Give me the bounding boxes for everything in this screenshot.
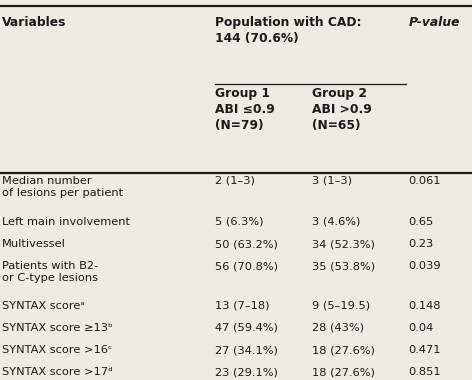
- Text: 0.061: 0.061: [408, 176, 441, 186]
- Text: 56 (70.8%): 56 (70.8%): [215, 261, 278, 271]
- Text: 23 (29.1%): 23 (29.1%): [215, 367, 278, 377]
- Text: Variables: Variables: [2, 16, 67, 29]
- Text: Patients with B2-
or C-type lesions: Patients with B2- or C-type lesions: [2, 261, 99, 283]
- Text: 3 (4.6%): 3 (4.6%): [312, 217, 360, 227]
- Text: 3 (1–3): 3 (1–3): [312, 176, 352, 186]
- Text: Left main involvement: Left main involvement: [2, 217, 130, 227]
- Text: 2 (1–3): 2 (1–3): [215, 176, 254, 186]
- Text: 0.04: 0.04: [408, 323, 433, 333]
- Text: SYNTAX score >16ᶜ: SYNTAX score >16ᶜ: [2, 345, 113, 355]
- Text: Median number
of lesions per patient: Median number of lesions per patient: [2, 176, 124, 198]
- Text: 0.039: 0.039: [408, 261, 441, 271]
- Text: P-value: P-value: [408, 16, 460, 29]
- Text: 28 (43%): 28 (43%): [312, 323, 363, 333]
- Text: 18 (27.6%): 18 (27.6%): [312, 367, 374, 377]
- Text: 13 (7–18): 13 (7–18): [215, 301, 269, 311]
- Text: 35 (53.8%): 35 (53.8%): [312, 261, 375, 271]
- Text: SYNTAX score >17ᵈ: SYNTAX score >17ᵈ: [2, 367, 113, 377]
- Text: Multivessel: Multivessel: [2, 239, 66, 249]
- Text: Population with CAD:
144 (70.6%): Population with CAD: 144 (70.6%): [215, 16, 361, 45]
- Text: 9 (5–19.5): 9 (5–19.5): [312, 301, 370, 311]
- Text: 5 (6.3%): 5 (6.3%): [215, 217, 263, 227]
- Text: 47 (59.4%): 47 (59.4%): [215, 323, 278, 333]
- Text: Group 2
ABI >0.9
(N=65): Group 2 ABI >0.9 (N=65): [312, 87, 371, 132]
- Text: 0.23: 0.23: [408, 239, 433, 249]
- Text: 34 (52.3%): 34 (52.3%): [312, 239, 374, 249]
- Text: SYNTAX score ≥13ᵇ: SYNTAX score ≥13ᵇ: [2, 323, 113, 333]
- Text: 0.471: 0.471: [408, 345, 441, 355]
- Text: 0.65: 0.65: [408, 217, 433, 227]
- Text: 27 (34.1%): 27 (34.1%): [215, 345, 278, 355]
- Text: Group 1
ABI ≤0.9
(N=79): Group 1 ABI ≤0.9 (N=79): [215, 87, 275, 132]
- Text: 18 (27.6%): 18 (27.6%): [312, 345, 374, 355]
- Text: 0.851: 0.851: [408, 367, 441, 377]
- Text: 50 (63.2%): 50 (63.2%): [215, 239, 278, 249]
- Text: 0.148: 0.148: [408, 301, 441, 311]
- Text: SYNTAX scoreᵃ: SYNTAX scoreᵃ: [2, 301, 85, 311]
